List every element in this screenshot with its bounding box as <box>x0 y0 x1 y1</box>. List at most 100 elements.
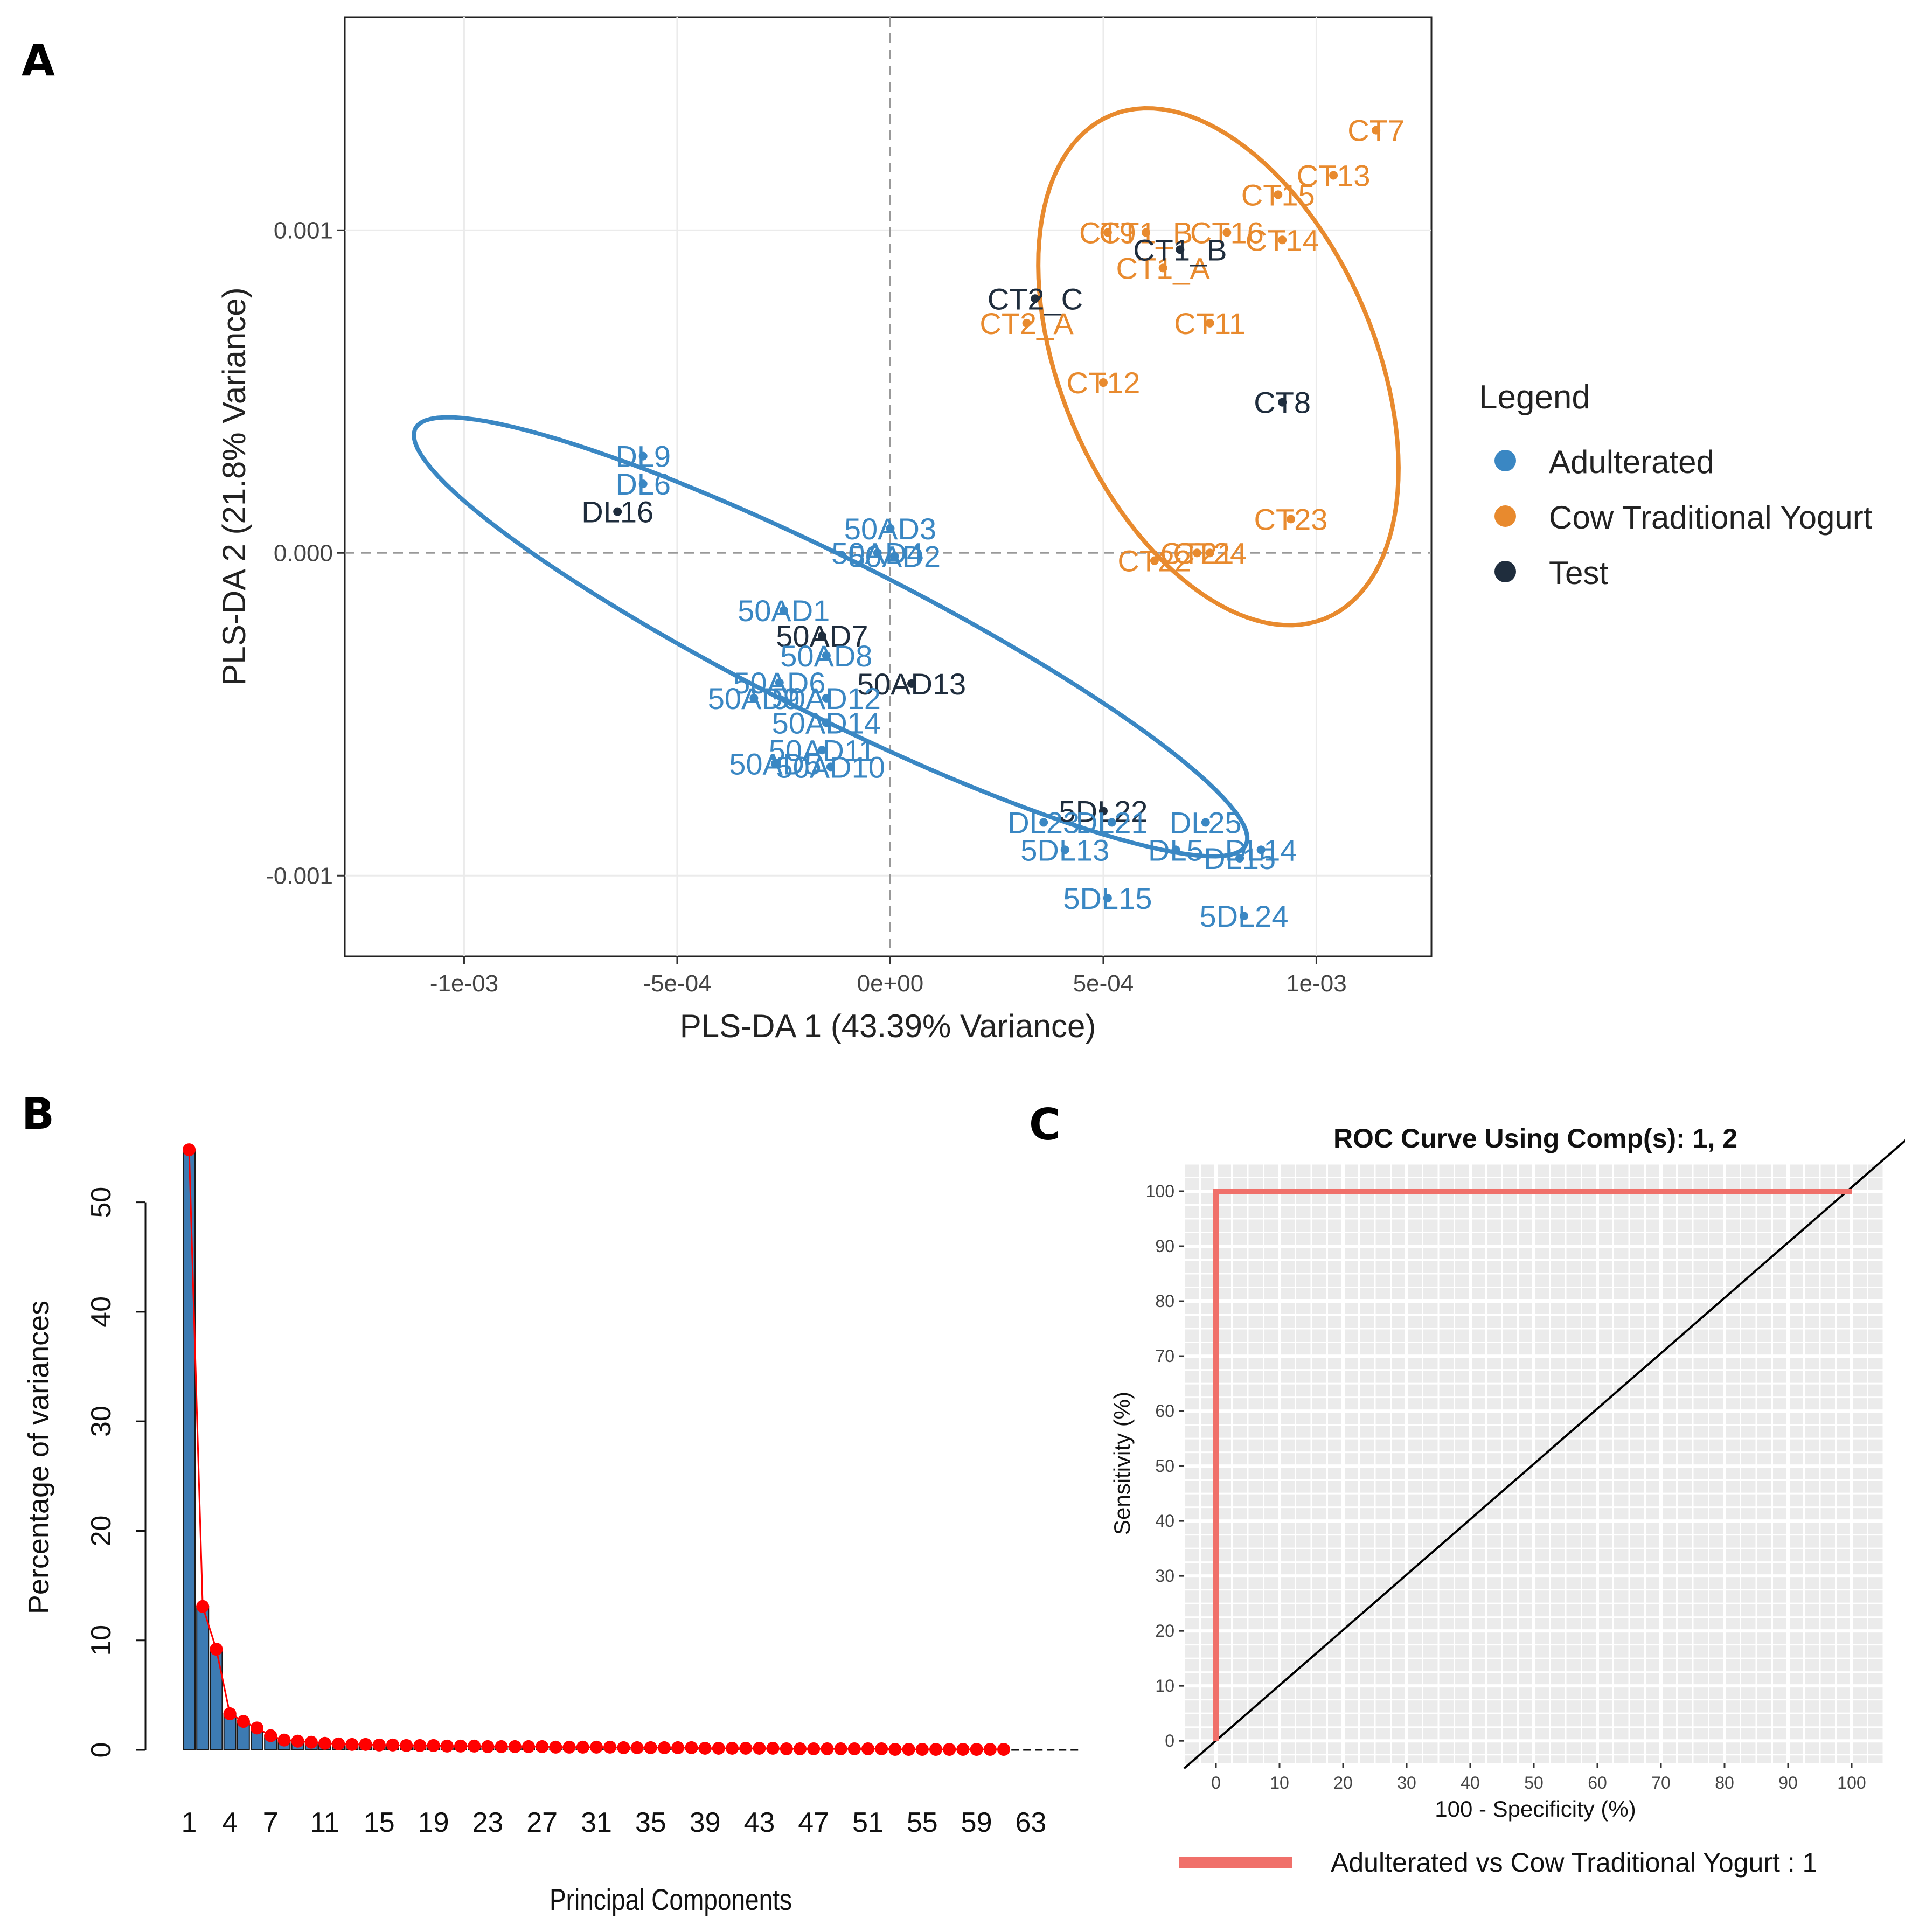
a-ellipse-adulterated <box>412 415 1250 859</box>
b-x-tick-label: 39 <box>690 1807 721 1838</box>
b-variance-point <box>902 1742 915 1756</box>
b-variance-point <box>821 1742 834 1755</box>
c-x-tick-label: 40 <box>1461 1773 1480 1792</box>
c-y-tick-label: 30 <box>1155 1566 1174 1586</box>
b-variance-point <box>726 1741 739 1755</box>
a-point <box>779 606 788 615</box>
a-point <box>1372 126 1381 135</box>
a-x-tick-label: 0e+00 <box>857 970 924 997</box>
b-variance-point <box>658 1741 671 1754</box>
legend-label-cow-traditional-yogurt: Cow Traditional Yogurt <box>1549 499 1873 536</box>
a-point-label: CT15 <box>1241 178 1315 212</box>
b-x-tick-label: 11 <box>310 1807 339 1838</box>
a-point-label: CT1_B <box>1099 216 1193 250</box>
a-point-label: DL6 <box>615 467 671 501</box>
b-variance-point <box>508 1740 522 1753</box>
panel-b-x-tick-labels: 1 4 7 11 15 19 23 27 31 35 39 43 47 51 55 59 63 <box>182 1807 1047 1838</box>
a-point-label: DL25 <box>1170 805 1242 839</box>
a-point-label: DL23 <box>1007 805 1080 839</box>
a-point <box>817 631 826 641</box>
b-variance-point <box>495 1740 508 1753</box>
a-point-label: 5DL13 <box>1020 833 1109 867</box>
a-point-label: CT7 <box>1347 114 1405 148</box>
a-x-tick-label: 5e-04 <box>1073 970 1134 997</box>
b-variance-point <box>210 1642 223 1656</box>
a-point <box>1256 845 1266 854</box>
panel-letter-a: A <box>22 36 55 86</box>
a-point <box>1103 894 1112 903</box>
b-y-tick-label: 50 <box>86 1187 117 1218</box>
a-point <box>822 651 831 660</box>
a-point <box>1176 245 1185 254</box>
b-x-tick-label: 47 <box>798 1807 829 1838</box>
panel-a-scatter: -1e-03 -5e-04 0e+00 5e-04 1e-03 0.001 0.000 -0.… <box>216 16 1873 1044</box>
c-x-tick-label: 20 <box>1333 1773 1353 1792</box>
b-x-tick-label: 43 <box>743 1807 775 1838</box>
c-x-tick-label: 80 <box>1715 1773 1734 1792</box>
panel-c-ticks: 0 0 10 10 20 20 30 30 40 40 50 50 60 60 70 70 80 80 90 90 10… <box>1146 1182 1866 1792</box>
b-variance-point <box>440 1739 454 1753</box>
b-y-tick-label: 0 <box>86 1742 117 1758</box>
a-point-label: 5DL22 <box>1059 794 1148 828</box>
a-point-label: 50AD5 <box>729 747 821 781</box>
b-variance-point <box>413 1739 427 1752</box>
b-variance-point <box>481 1740 495 1753</box>
a-point-label: CT8 <box>1254 386 1311 420</box>
b-variance-point <box>929 1742 942 1756</box>
panel-letter-b: B <box>22 1089 54 1139</box>
c-x-tick-label: 50 <box>1524 1773 1544 1792</box>
panel-b-x-axis-label: Principal Components <box>550 1882 792 1916</box>
a-point-label: CT2_C <box>988 282 1083 316</box>
panel-c-x-axis-label: 100 - Specificity (%) <box>1435 1796 1636 1822</box>
a-point <box>638 479 648 489</box>
b-variance-point <box>359 1738 372 1751</box>
b-variance-point <box>427 1739 440 1752</box>
b-x-tick-label: 31 <box>581 1807 612 1838</box>
a-point <box>1222 228 1232 237</box>
b-x-tick-label: 4 <box>222 1807 238 1838</box>
c-y-tick-label: 90 <box>1155 1236 1174 1256</box>
a-point-label: 50AD2 <box>849 539 941 573</box>
a-point <box>873 548 882 558</box>
legend-label-adulterated: Adulterated <box>1549 444 1714 480</box>
b-x-tick-label: 59 <box>961 1807 992 1838</box>
a-point <box>1107 818 1116 827</box>
b-variance-point <box>549 1740 562 1754</box>
b-variance-point <box>915 1742 929 1756</box>
b-variance-point <box>983 1742 997 1756</box>
b-variance-point <box>739 1741 753 1755</box>
a-point-label: 50AD3 <box>844 512 936 546</box>
b-y-tick-label: 10 <box>86 1625 117 1656</box>
panel-a-legend: Legend Adulterated Cow Traditional Yogur… <box>1479 379 1873 591</box>
panel-b-y-axis-label: Percentage of variances <box>23 1301 55 1614</box>
a-point-label: DL15 <box>1204 842 1276 875</box>
b-x-tick-label: 7 <box>263 1807 279 1838</box>
c-y-tick-label: 0 <box>1165 1731 1174 1750</box>
a-x-tick-label: 1e-03 <box>1286 970 1347 997</box>
c-x-tick-label: 70 <box>1651 1773 1671 1792</box>
b-variance-point <box>671 1741 685 1754</box>
b-x-tick-label: 1 <box>182 1807 197 1838</box>
a-point-label: CT12 <box>1066 366 1140 400</box>
b-variance-point <box>997 1742 1010 1756</box>
a-x-tick-label: -5e-04 <box>643 970 711 997</box>
b-x-tick-label: 27 <box>526 1807 558 1838</box>
a-point-label: CT23 <box>1254 502 1328 536</box>
a-point <box>817 746 826 755</box>
a-point <box>822 693 831 703</box>
b-variance-point <box>183 1143 196 1157</box>
a-point-label: 50AD12 <box>772 682 881 715</box>
panel-c-legend-label: Adulterated vs Cow Traditional Yogurt : … <box>1331 1847 1817 1878</box>
legend-label-test: Test <box>1549 555 1608 591</box>
b-x-tick-label: 15 <box>364 1807 395 1838</box>
b-bar <box>183 1149 196 1750</box>
panel-a-ticks: -1e-03 -5e-04 0e+00 5e-04 1e-03 0.001 0.000 -0.… <box>266 217 1346 997</box>
b-variance-point <box>807 1742 821 1755</box>
b-y-tick-label: 30 <box>86 1406 117 1437</box>
b-variance-point <box>630 1741 644 1754</box>
a-point-label: CT21 <box>1160 536 1234 570</box>
panel-a-plot-area <box>344 16 1433 957</box>
c-x-tick-label: 100 <box>1837 1773 1866 1792</box>
c-reference-line <box>1183 1139 1905 1769</box>
